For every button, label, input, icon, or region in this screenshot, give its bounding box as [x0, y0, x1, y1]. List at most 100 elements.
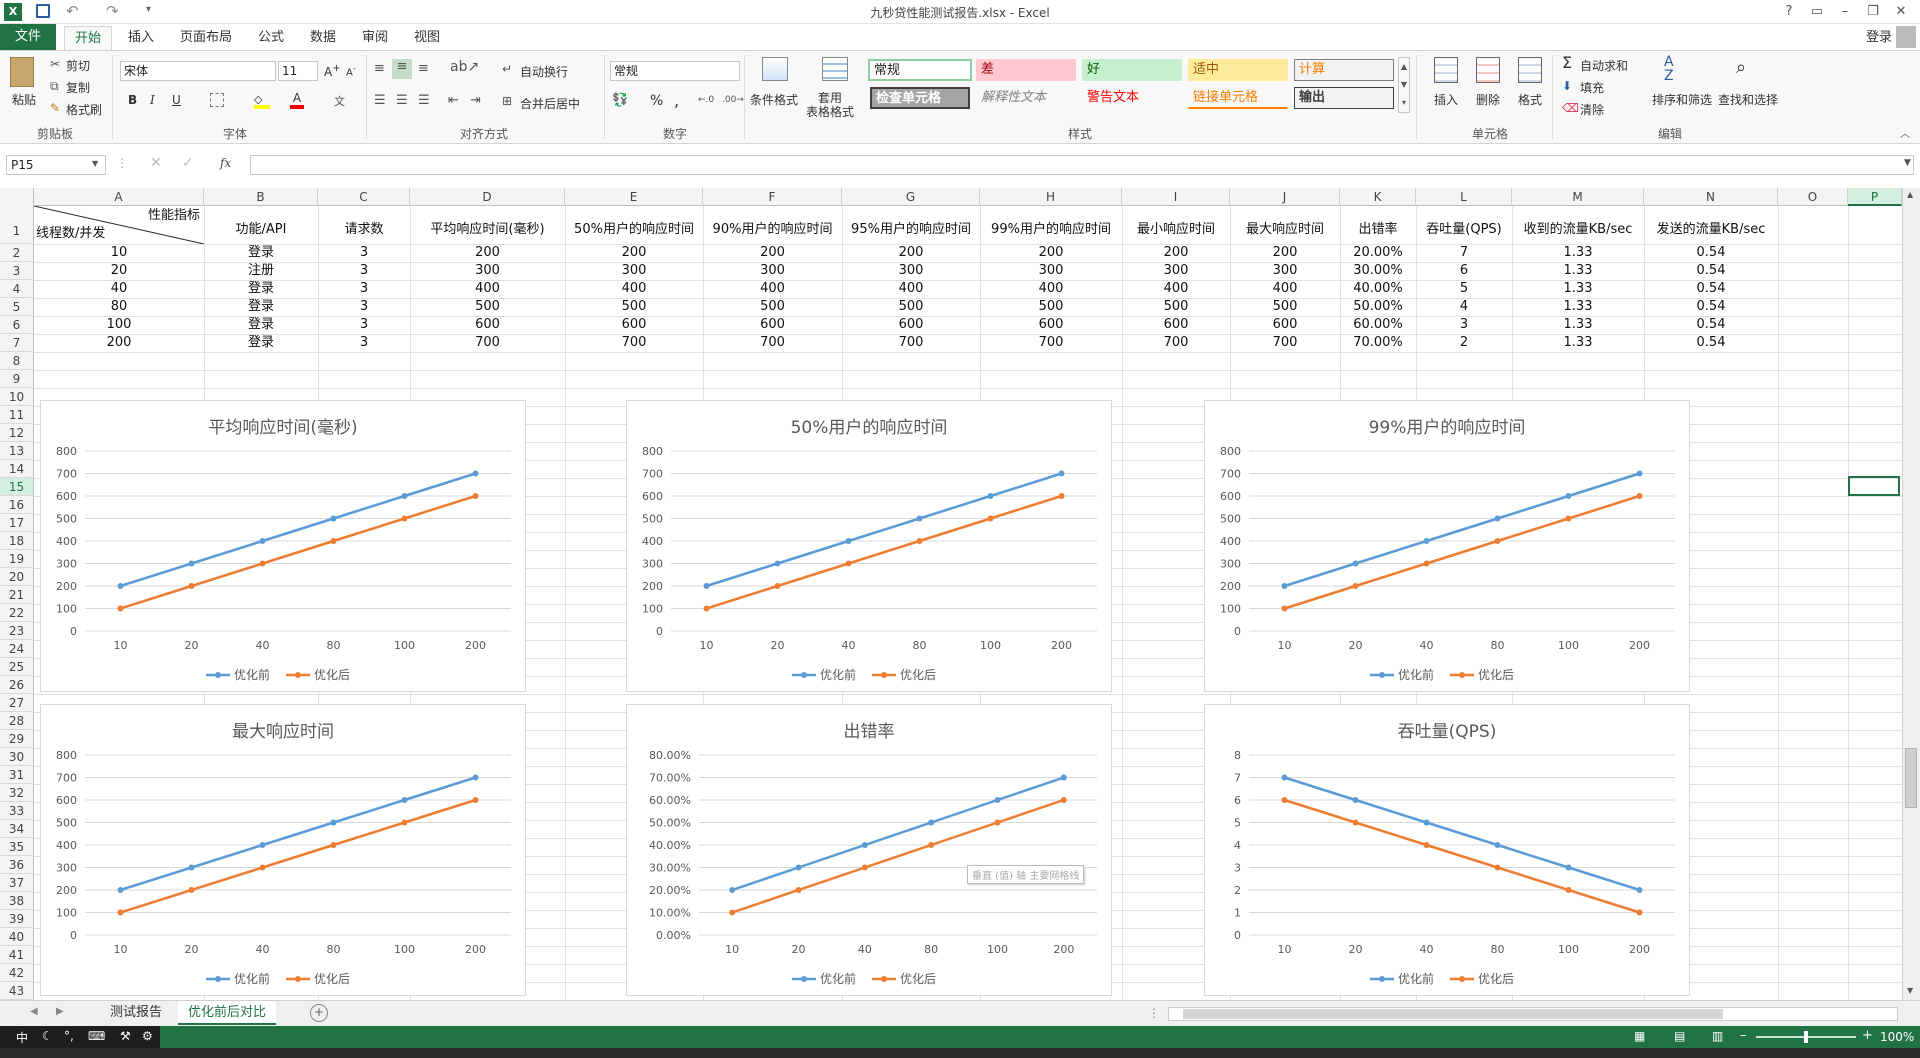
tab-view[interactable]: 视图 — [414, 30, 441, 45]
underline-button[interactable]: U — [172, 93, 181, 107]
table-cell[interactable]: 0.54 — [1696, 281, 1726, 296]
table-cell[interactable]: 400 — [621, 281, 647, 296]
table-cell[interactable]: 0.54 — [1696, 263, 1726, 278]
hscroll-thumb[interactable] — [1183, 1009, 1723, 1019]
font-color-icon[interactable]: A — [290, 91, 304, 109]
table-cell[interactable]: 300 — [898, 263, 924, 278]
percent-button[interactable]: % — [650, 93, 664, 109]
row-header-21[interactable]: 21 — [0, 586, 34, 604]
column-header-h[interactable]: H — [980, 188, 1122, 206]
table-cell[interactable]: 600 — [621, 317, 647, 332]
align-top-icon[interactable]: ≡ — [374, 61, 385, 76]
row-header-31[interactable]: 31 — [0, 766, 34, 784]
tab-review[interactable]: 审阅 — [362, 30, 389, 45]
table-cell[interactable]: 300 — [1163, 263, 1189, 278]
table-cell[interactable]: 300 — [475, 263, 500, 278]
row-header-26[interactable]: 26 — [0, 676, 34, 694]
table-cell[interactable]: 6 — [1459, 263, 1469, 278]
increase-indent-icon[interactable]: ⇥ — [470, 93, 481, 108]
confirm-formula-icon[interactable]: ✓ — [182, 155, 194, 171]
table-cell[interactable]: 1.33 — [1563, 245, 1593, 260]
column-header-c[interactable]: C — [318, 188, 410, 206]
table-cell[interactable]: 700 — [621, 335, 647, 350]
table-header[interactable]: 平均响应时间(毫秒) — [430, 222, 545, 237]
table-cell[interactable]: 0.54 — [1696, 245, 1726, 260]
login-link[interactable]: 登录 — [1866, 30, 1893, 45]
table-header[interactable]: 最大响应时间 — [1245, 222, 1324, 237]
row-header-3[interactable]: 3 — [0, 262, 34, 280]
paste-button[interactable]: 粘贴 — [12, 93, 37, 107]
chart-5[interactable]: 吞吐量(QPS) 0 1 2 3 4 5 6 7 8 10 20 40 80 100 200 优化前 优化后 — [1204, 704, 1690, 996]
zoom-level[interactable]: 100% — [1880, 1030, 1915, 1044]
table-cell[interactable]: 700 — [760, 335, 785, 350]
border-icon[interactable] — [210, 93, 224, 107]
cut-button[interactable]: 剪切 — [66, 59, 91, 73]
increase-font-icon[interactable]: A+ — [324, 63, 341, 79]
autosum-button[interactable]: 自动求和 — [1580, 59, 1629, 73]
table-cell[interactable]: 200 — [1038, 245, 1064, 260]
table-cell[interactable]: 80 — [110, 299, 128, 314]
column-header-m[interactable]: M — [1512, 188, 1644, 206]
table-header[interactable]: 收到的流量KB/sec — [1523, 222, 1633, 237]
table-cell[interactable]: 500 — [475, 299, 500, 314]
table-cell[interactable]: 400 — [1038, 281, 1064, 296]
ime-punct-icon[interactable]: °, — [64, 1029, 74, 1043]
style-warning[interactable]: 警告文本 — [1087, 90, 1140, 105]
table-cell[interactable]: 1.33 — [1563, 299, 1593, 314]
restore-icon[interactable]: ❐ — [1867, 4, 1879, 19]
name-box-dropdown-icon[interactable]: ▼ — [92, 159, 99, 168]
formula-input[interactable] — [250, 155, 1914, 175]
header-metric-label[interactable]: 性能指标 — [147, 208, 200, 223]
column-header-a[interactable]: A — [34, 188, 204, 206]
table-cell[interactable]: 600 — [760, 317, 785, 332]
column-header-n[interactable]: N — [1644, 188, 1778, 206]
row-header-22[interactable]: 22 — [0, 604, 34, 622]
ime-settings-icon[interactable]: ⚙ — [142, 1029, 153, 1043]
align-middle-icon[interactable]: ≡ — [392, 59, 412, 79]
row-header-8[interactable]: 8 — [0, 352, 34, 370]
cancel-formula-icon[interactable]: ✕ — [150, 155, 162, 171]
row-header-15[interactable]: 15 — [0, 478, 34, 496]
zoom-in-icon[interactable]: + — [1862, 1028, 1873, 1043]
row-header-16[interactable]: 16 — [0, 496, 34, 514]
header-threads-label[interactable]: 线程数/并发 — [36, 226, 106, 241]
row-header-2[interactable]: 2 — [0, 244, 34, 262]
table-cell[interactable]: 600 — [898, 317, 924, 332]
format-cells-icon[interactable] — [1518, 57, 1542, 83]
ime-moon-icon[interactable]: ☾ — [42, 1029, 53, 1043]
table-cell[interactable]: 500 — [760, 299, 785, 314]
table-cell[interactable]: 700 — [1272, 335, 1298, 350]
row-header-4[interactable]: 4 — [0, 280, 34, 298]
italic-button[interactable]: I — [150, 93, 155, 107]
row-header-20[interactable]: 20 — [0, 568, 34, 586]
table-cell[interactable]: 200 — [1272, 245, 1298, 260]
number-format-select[interactable]: 常规 — [610, 61, 740, 81]
table-cell[interactable]: 700 — [898, 335, 924, 350]
row-header-6[interactable]: 6 — [0, 316, 34, 334]
table-header[interactable]: 功能/API — [235, 222, 287, 237]
table-cell[interactable]: 3 — [359, 317, 369, 332]
row-header-39[interactable]: 39 — [0, 910, 34, 928]
style-explanatory[interactable]: 解释性文本 — [981, 90, 1047, 105]
prev-sheet-icon[interactable]: ◀ — [30, 1006, 38, 1017]
table-cell[interactable]: 200 — [898, 245, 924, 260]
table-header[interactable]: 90%用户的响应时间 — [712, 222, 833, 237]
close-icon[interactable]: ✕ — [1895, 4, 1907, 19]
row-header-36[interactable]: 36 — [0, 856, 34, 874]
table-cell[interactable]: 40.00% — [1353, 281, 1403, 296]
table-header[interactable]: 50%用户的响应时间 — [574, 222, 694, 237]
table-cell[interactable]: 200 — [760, 245, 785, 260]
column-header-j[interactable]: J — [1230, 188, 1340, 206]
name-box[interactable]: P15 — [6, 155, 106, 175]
column-header-i[interactable]: I — [1122, 188, 1230, 206]
collapse-ribbon-icon[interactable]: ︿ — [1900, 129, 1910, 140]
row-header-37[interactable]: 37 — [0, 874, 34, 892]
table-cell[interactable]: 3 — [359, 263, 369, 278]
horizontal-scrollbar[interactable] — [1168, 1007, 1898, 1021]
table-cell[interactable]: 400 — [475, 281, 500, 296]
row-header-27[interactable]: 27 — [0, 694, 34, 712]
column-header-d[interactable]: D — [410, 188, 565, 206]
table-cell[interactable]: 登录 — [247, 335, 274, 350]
row-header-10[interactable]: 10 — [0, 388, 34, 406]
comma-button[interactable]: , — [674, 91, 680, 110]
